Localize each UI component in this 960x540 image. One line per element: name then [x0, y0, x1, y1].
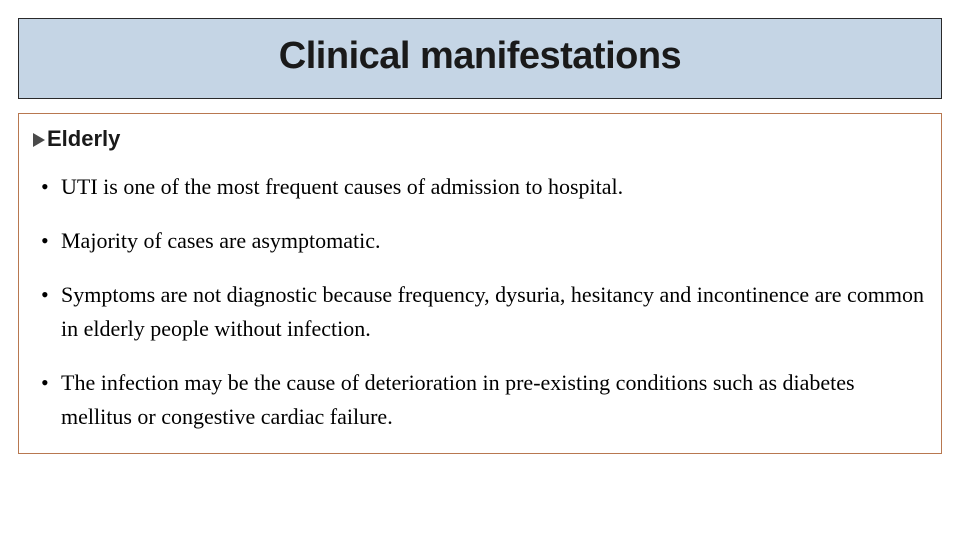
chevron-icon [33, 133, 45, 147]
subheading-text: Elderly [47, 126, 120, 151]
bullet-list: UTI is one of the most frequent causes o… [33, 170, 927, 435]
slide-title: Clinical manifestations [19, 35, 941, 78]
list-item: UTI is one of the most frequent causes o… [39, 170, 927, 204]
list-item: Symptoms are not diagnostic because freq… [39, 278, 927, 346]
content-box: Elderly UTI is one of the most frequent … [18, 113, 942, 454]
list-item: Majority of cases are asymptomatic. [39, 224, 927, 258]
title-box: Clinical manifestations [18, 18, 942, 99]
list-item: The infection may be the cause of deteri… [39, 366, 927, 434]
subheading-row: Elderly [33, 126, 927, 152]
